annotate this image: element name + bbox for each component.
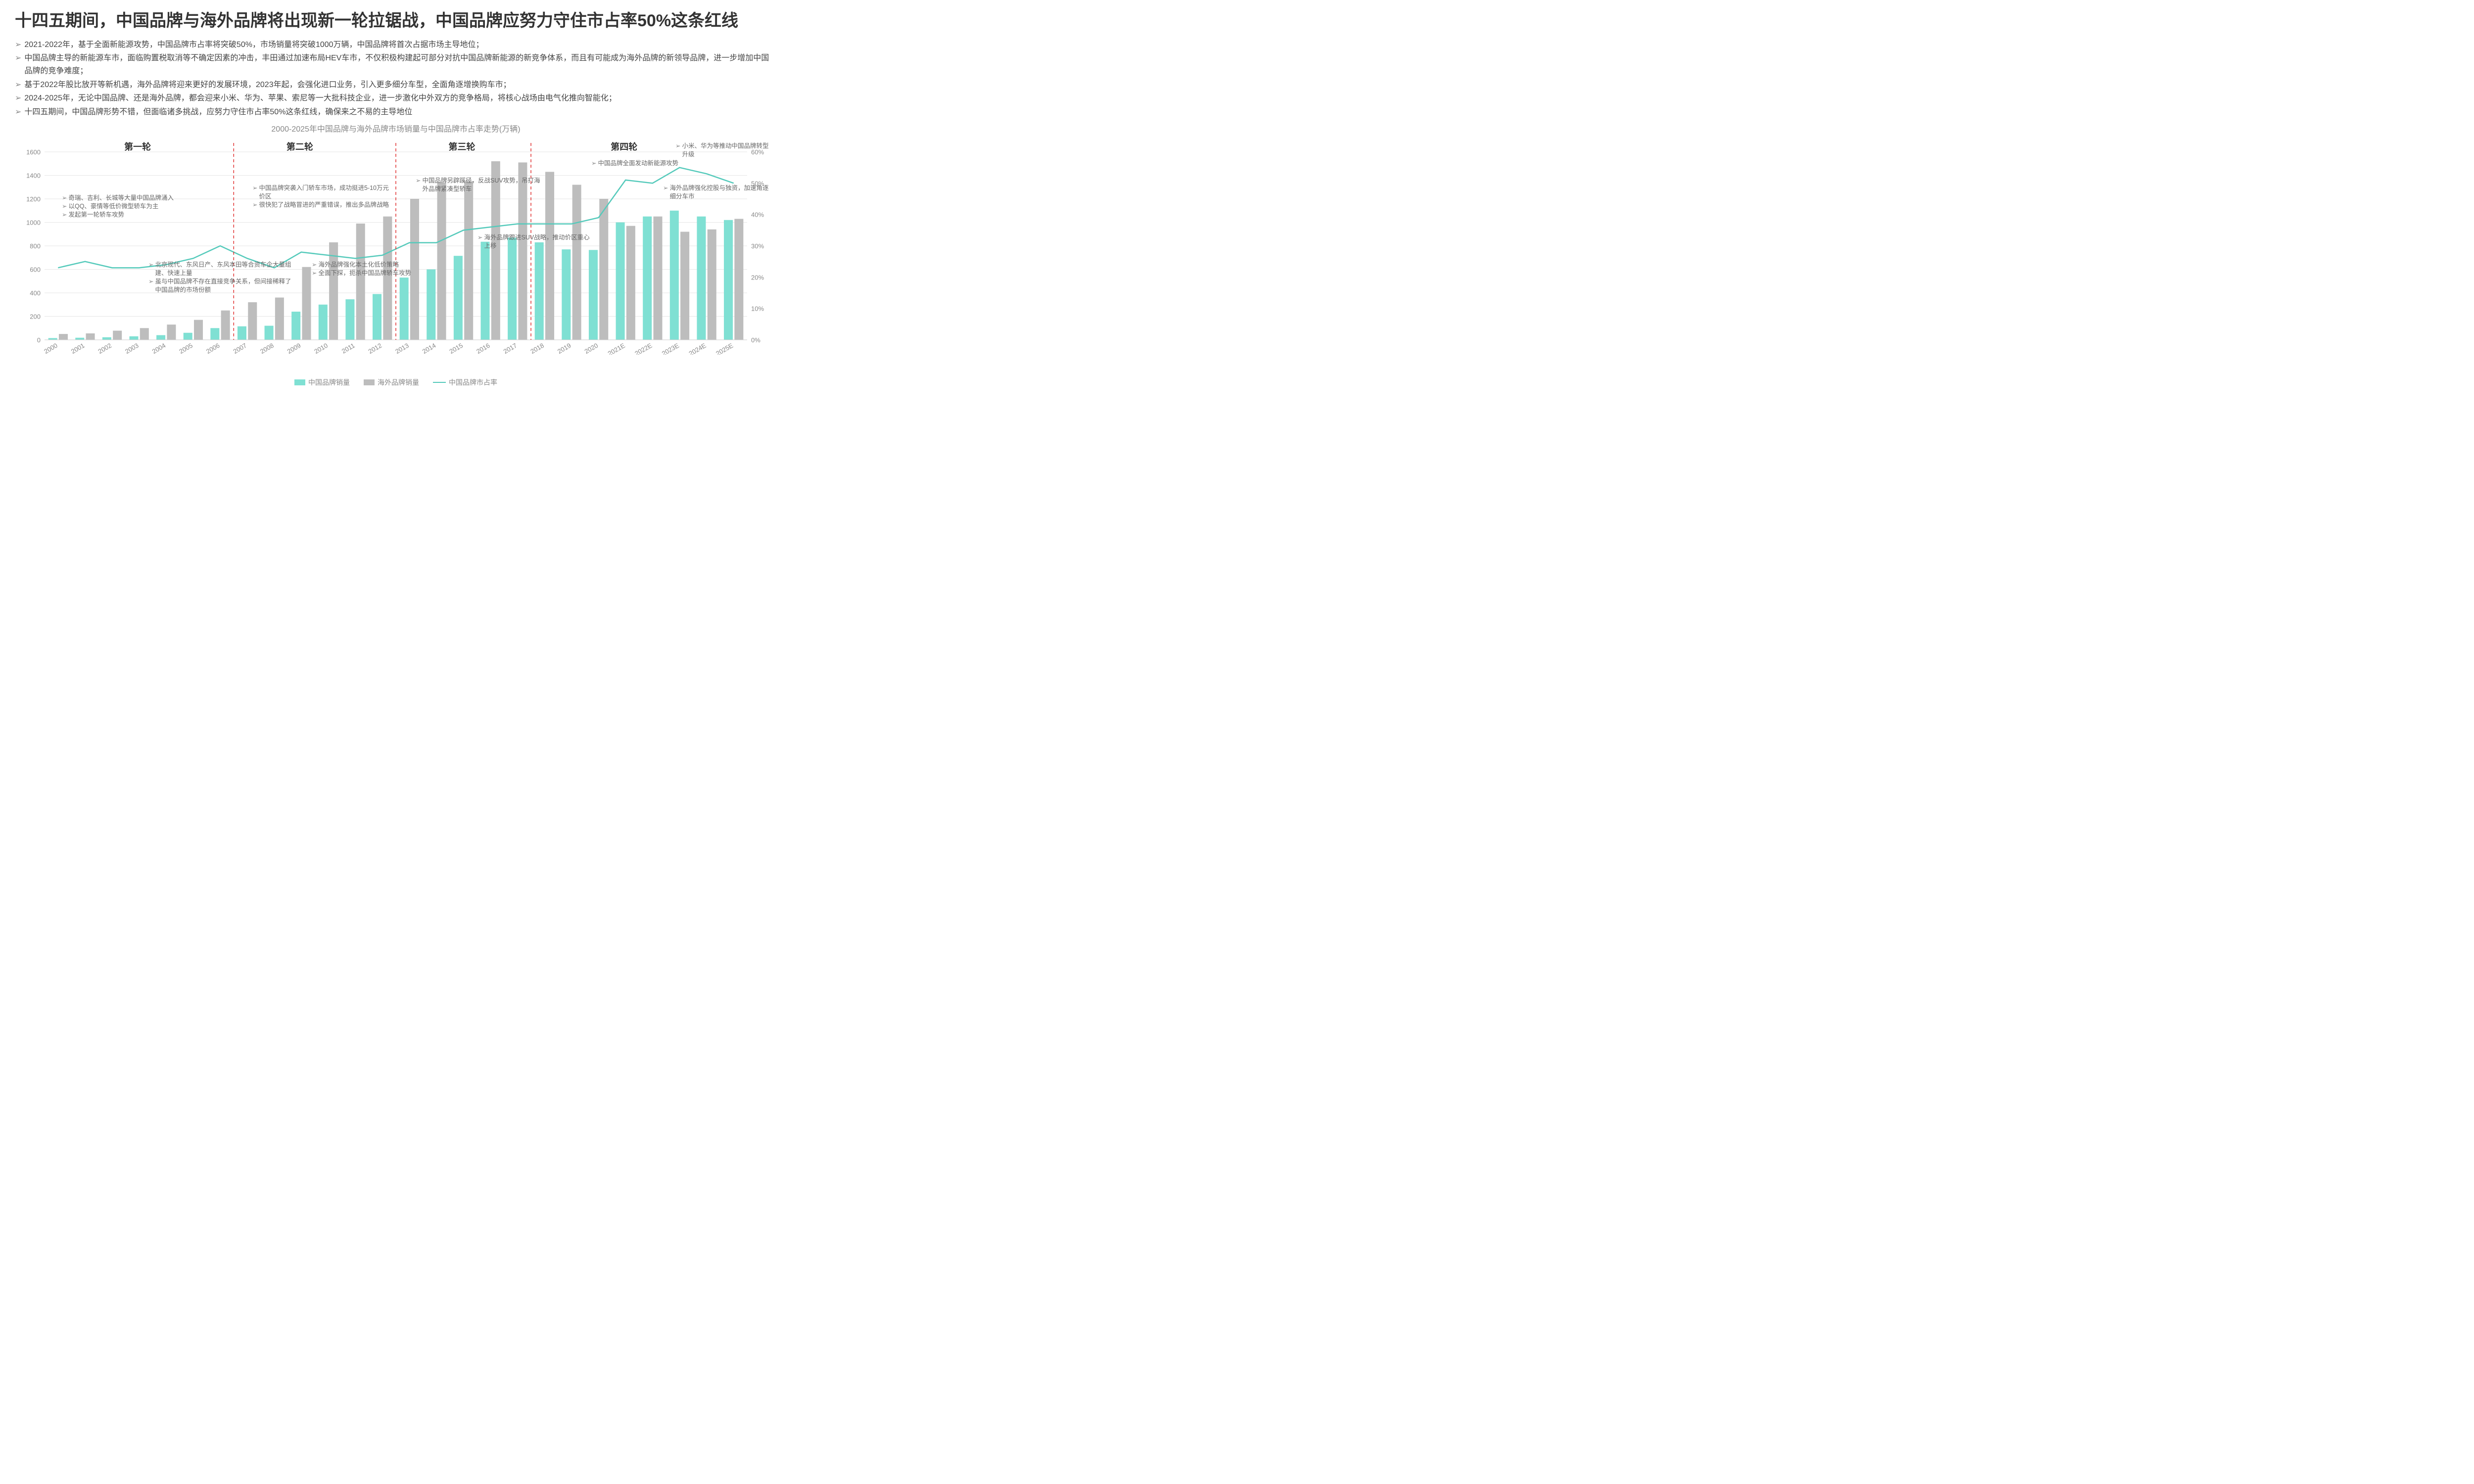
svg-text:2002: 2002 <box>96 342 113 355</box>
svg-text:2017: 2017 <box>502 342 519 355</box>
bullet-list: ➢2021-2022年，基于全面新能源攻势，中国品牌市占率将突破50%，市场销量… <box>15 39 777 119</box>
chart-annotation: ➢海外品牌强化本土化低价策略➢全面下探，扼杀中国品牌轿车攻势 <box>312 261 440 278</box>
svg-text:200: 200 <box>30 313 41 321</box>
svg-text:2006: 2006 <box>205 342 221 355</box>
bullet-arrow-icon: ➢ <box>15 39 21 51</box>
svg-text:2007: 2007 <box>232 342 248 355</box>
svg-text:2014: 2014 <box>421 342 437 355</box>
bullet-text: 2021-2022年，基于全面新能源攻势，中国品牌市占率将突破50%，市场销量将… <box>24 39 483 51</box>
page-title: 十四五期间，中国品牌与海外品牌将出现新一轮拉锯战，中国品牌应努力守住市占率50%… <box>15 10 777 33</box>
svg-text:2009: 2009 <box>286 342 302 355</box>
svg-text:2023E: 2023E <box>661 342 680 355</box>
legend-label: 海外品牌销量 <box>378 377 419 387</box>
chart-annotation: ➢奇瑞、吉利、长城等大量中国品牌涌入➢以QQ、豪情等低价微型轿车为主➢发起第一轮… <box>62 194 200 219</box>
svg-text:2022E: 2022E <box>633 342 653 355</box>
legend-swatch-share <box>433 382 446 383</box>
chart-annotation: ➢小米、华为等推动中国品牌转型升级 <box>675 142 774 159</box>
bullet-text: 基于2022年股比放开等新机遇，海外品牌将迎来更好的发展环境，2023年起，会强… <box>24 79 511 92</box>
bullet-item: ➢基于2022年股比放开等新机遇，海外品牌将迎来更好的发展环境，2023年起，会… <box>15 79 777 92</box>
svg-text:2024E: 2024E <box>688 342 708 355</box>
legend-item-overseas: 海外品牌销量 <box>364 377 419 387</box>
svg-text:2012: 2012 <box>367 342 383 355</box>
svg-text:2020: 2020 <box>583 342 600 355</box>
svg-text:0: 0 <box>37 336 41 344</box>
svg-text:40%: 40% <box>751 211 764 219</box>
chart-annotation: ➢海外品牌强化控股与独资，加速角逐细分车市 <box>663 184 772 201</box>
svg-text:2005: 2005 <box>178 342 194 355</box>
bullet-arrow-icon: ➢ <box>15 92 21 105</box>
bullet-item: ➢2024-2025年，无论中国品牌、还是海外品牌，都会迎来小米、华为、苹果、索… <box>15 92 777 105</box>
bullet-arrow-icon: ➢ <box>15 106 21 119</box>
svg-text:1000: 1000 <box>26 219 41 227</box>
svg-text:2011: 2011 <box>340 342 356 355</box>
round-label: 第三轮 <box>449 140 476 153</box>
round-label: 第二轮 <box>286 140 313 153</box>
chart-annotation: ➢中国品牌全面发动新能源攻势 <box>591 159 680 168</box>
legend-item-china: 中国品牌销量 <box>294 377 350 387</box>
svg-text:2018: 2018 <box>529 342 545 355</box>
bullet-arrow-icon: ➢ <box>15 79 21 92</box>
bullet-item: ➢中国品牌主导的新能源车市，面临购置税取消等不确定因素的冲击，丰田通过加速布局H… <box>15 52 777 77</box>
svg-text:2016: 2016 <box>475 342 491 355</box>
chart-legend: 中国品牌销量 海外品牌销量 中国品牌市占率 <box>15 377 777 387</box>
legend-label: 中国品牌市占率 <box>449 377 497 387</box>
svg-text:1400: 1400 <box>26 172 41 180</box>
svg-text:800: 800 <box>30 242 41 250</box>
bullet-arrow-icon: ➢ <box>15 52 21 65</box>
svg-text:2003: 2003 <box>124 342 140 355</box>
chart-title: 2000-2025年中国品牌与海外品牌市场销量与中国品牌市占率走势(万辆) <box>15 122 777 134</box>
round-label: 第一轮 <box>124 140 151 153</box>
svg-text:20%: 20% <box>751 274 764 281</box>
svg-text:2019: 2019 <box>556 342 572 355</box>
legend-item-share: 中国品牌市占率 <box>433 377 497 387</box>
bullet-text: 中国品牌主导的新能源车市，面临购置税取消等不确定因素的冲击，丰田通过加速布局HE… <box>24 52 777 77</box>
chart-container: 0 200 400 600 800 1000 1200 1400 1600 0% 10% 20% 30%… <box>15 137 777 374</box>
svg-text:600: 600 <box>30 266 41 274</box>
chart-annotation: ➢中国品牌突袭入门轿车市场，成功挺进5-10万元价区➢很快犯了战略冒进的严重错误… <box>252 184 391 209</box>
bullet-text: 十四五期间，中国品牌形势不错，但面临诸多挑战，应努力守住市占率50%这条红线，确… <box>24 106 412 119</box>
legend-swatch-china <box>294 379 305 385</box>
svg-text:1600: 1600 <box>26 148 41 156</box>
chart-svg: 0 200 400 600 800 1000 1200 1400 1600 0% 10% 20% 30%… <box>15 137 777 355</box>
chart-annotation: ➢北京现代、东风日产、东风本田等合资车企大量组建、快速上量➢虽与中国品牌不存在直… <box>148 261 297 294</box>
svg-text:2000: 2000 <box>43 342 59 355</box>
svg-text:2021E: 2021E <box>607 342 626 355</box>
svg-text:2013: 2013 <box>394 342 410 355</box>
legend-label: 中国品牌销量 <box>308 377 350 387</box>
chart-annotation: ➢海外品牌跟进SUV战略，推动价区重心上移 <box>477 233 591 250</box>
svg-text:10%: 10% <box>751 305 764 313</box>
svg-text:2010: 2010 <box>313 342 329 355</box>
legend-swatch-overseas <box>364 379 375 385</box>
svg-text:0%: 0% <box>751 336 761 344</box>
svg-text:2008: 2008 <box>259 342 275 355</box>
chart-annotation: ➢中国品牌另辟蹊径，反战SUV攻势，吊打海外品牌紧凑型轿车 <box>416 177 544 193</box>
round-label: 第四轮 <box>611 140 637 153</box>
svg-text:400: 400 <box>30 289 41 297</box>
bullet-item: ➢2021-2022年，基于全面新能源攻势，中国品牌市占率将突破50%，市场销量… <box>15 39 777 51</box>
bullet-item: ➢十四五期间，中国品牌形势不错，但面临诸多挑战，应努力守住市占率50%这条红线，… <box>15 106 777 119</box>
svg-text:30%: 30% <box>751 242 764 250</box>
svg-text:2015: 2015 <box>448 342 464 355</box>
svg-text:1200: 1200 <box>26 195 41 203</box>
bullet-text: 2024-2025年，无论中国品牌、还是海外品牌，都会迎来小米、华为、苹果、索尼… <box>24 92 617 105</box>
svg-text:2001: 2001 <box>70 342 86 355</box>
svg-text:2025E: 2025E <box>714 342 734 355</box>
svg-text:2004: 2004 <box>151 342 167 355</box>
